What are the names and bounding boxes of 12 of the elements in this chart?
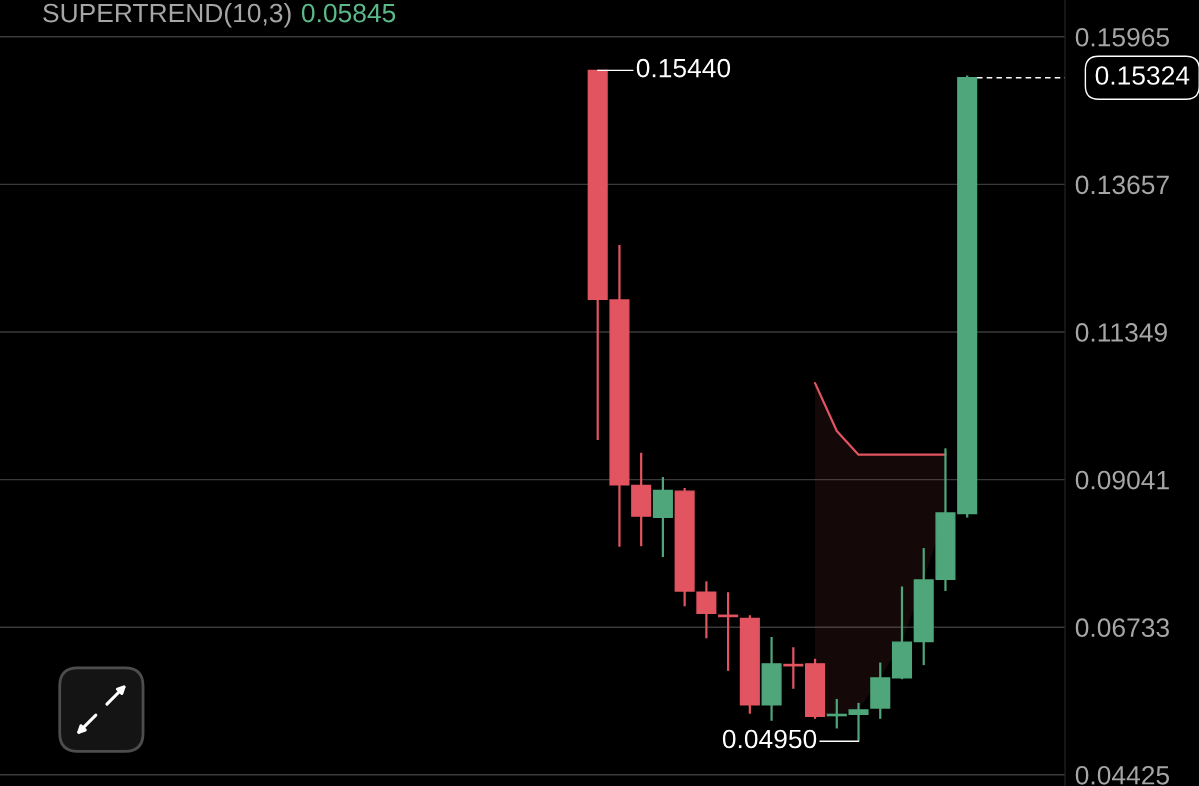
y-tick-label: 0.04425 — [1075, 765, 1169, 785]
y-tick-label: 0.13657 — [1075, 175, 1169, 195]
candlestick — [696, 580, 717, 640]
y-tick-label: 0.11349 — [1075, 323, 1167, 342]
ref-line-label: 0.15324 — [1095, 66, 1190, 85]
chart-title: SUPERTREND(10,3) — [43, 3, 291, 28]
y-tick-label: 0.15965 — [1075, 27, 1169, 47]
y-tick-label: 0.09041 — [1075, 470, 1169, 490]
chart-subtitle: 0.05845 — [301, 3, 396, 23]
y-tick-label: 0.06733 — [1075, 618, 1169, 638]
annotation: 0.15440 — [636, 58, 731, 78]
annotation: 0.04950 — [722, 729, 817, 749]
